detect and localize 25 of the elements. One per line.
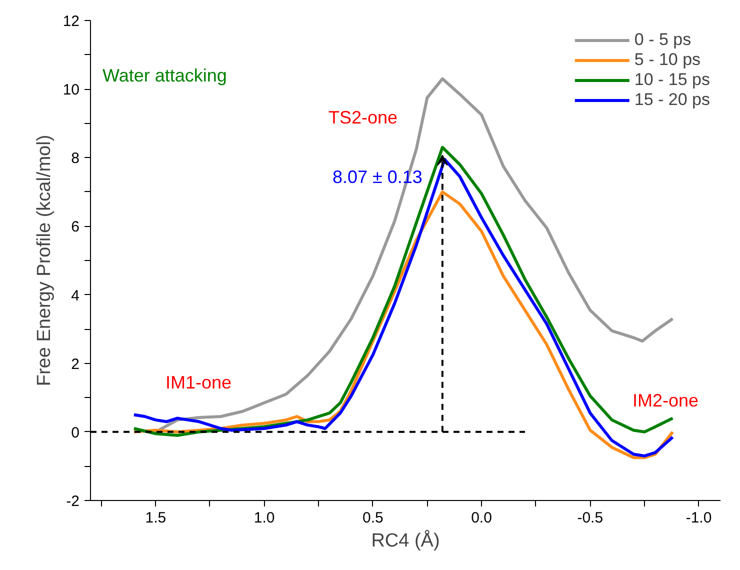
y-tick-label: -2 — [66, 493, 80, 510]
x-tick-label: -1.0 — [686, 510, 712, 526]
x-tick-label: 0.5 — [362, 510, 384, 526]
legend-label: 0 - 5 ps — [634, 30, 692, 50]
x-tick-label: -0.5 — [577, 510, 604, 526]
x-tick-label: 0.0 — [471, 510, 492, 526]
y-tick-label: 0 — [71, 424, 80, 442]
x-tick-label: 1.0 — [254, 510, 275, 526]
x-tick-label: 1.5 — [145, 510, 166, 526]
legend-label: 10 - 15 ps — [634, 70, 710, 90]
legend-label: 5 - 10 ps — [634, 50, 701, 70]
annotation: 8.07 ± 0.13 — [332, 167, 422, 188]
y-tick-label: 12 — [62, 13, 80, 30]
legend-label: 15 - 20 ps — [634, 90, 710, 110]
x-axis-title: RC4 (Å) — [371, 530, 440, 552]
annotation: TS2-one — [328, 108, 398, 128]
y-tick-label: 10 — [62, 82, 80, 99]
annotation: IM2-one — [632, 390, 699, 410]
y-axis-title: Free Energy Profile (kcal/mol) — [34, 134, 55, 386]
y-tick-label: 8 — [71, 150, 80, 168]
annotation: IM1-one — [166, 372, 232, 392]
y-tick-label: 6 — [71, 218, 80, 236]
annotation: Water attacking — [102, 66, 227, 86]
y-tick-label: 2 — [71, 356, 80, 373]
y-tick-label: 4 — [71, 287, 80, 304]
